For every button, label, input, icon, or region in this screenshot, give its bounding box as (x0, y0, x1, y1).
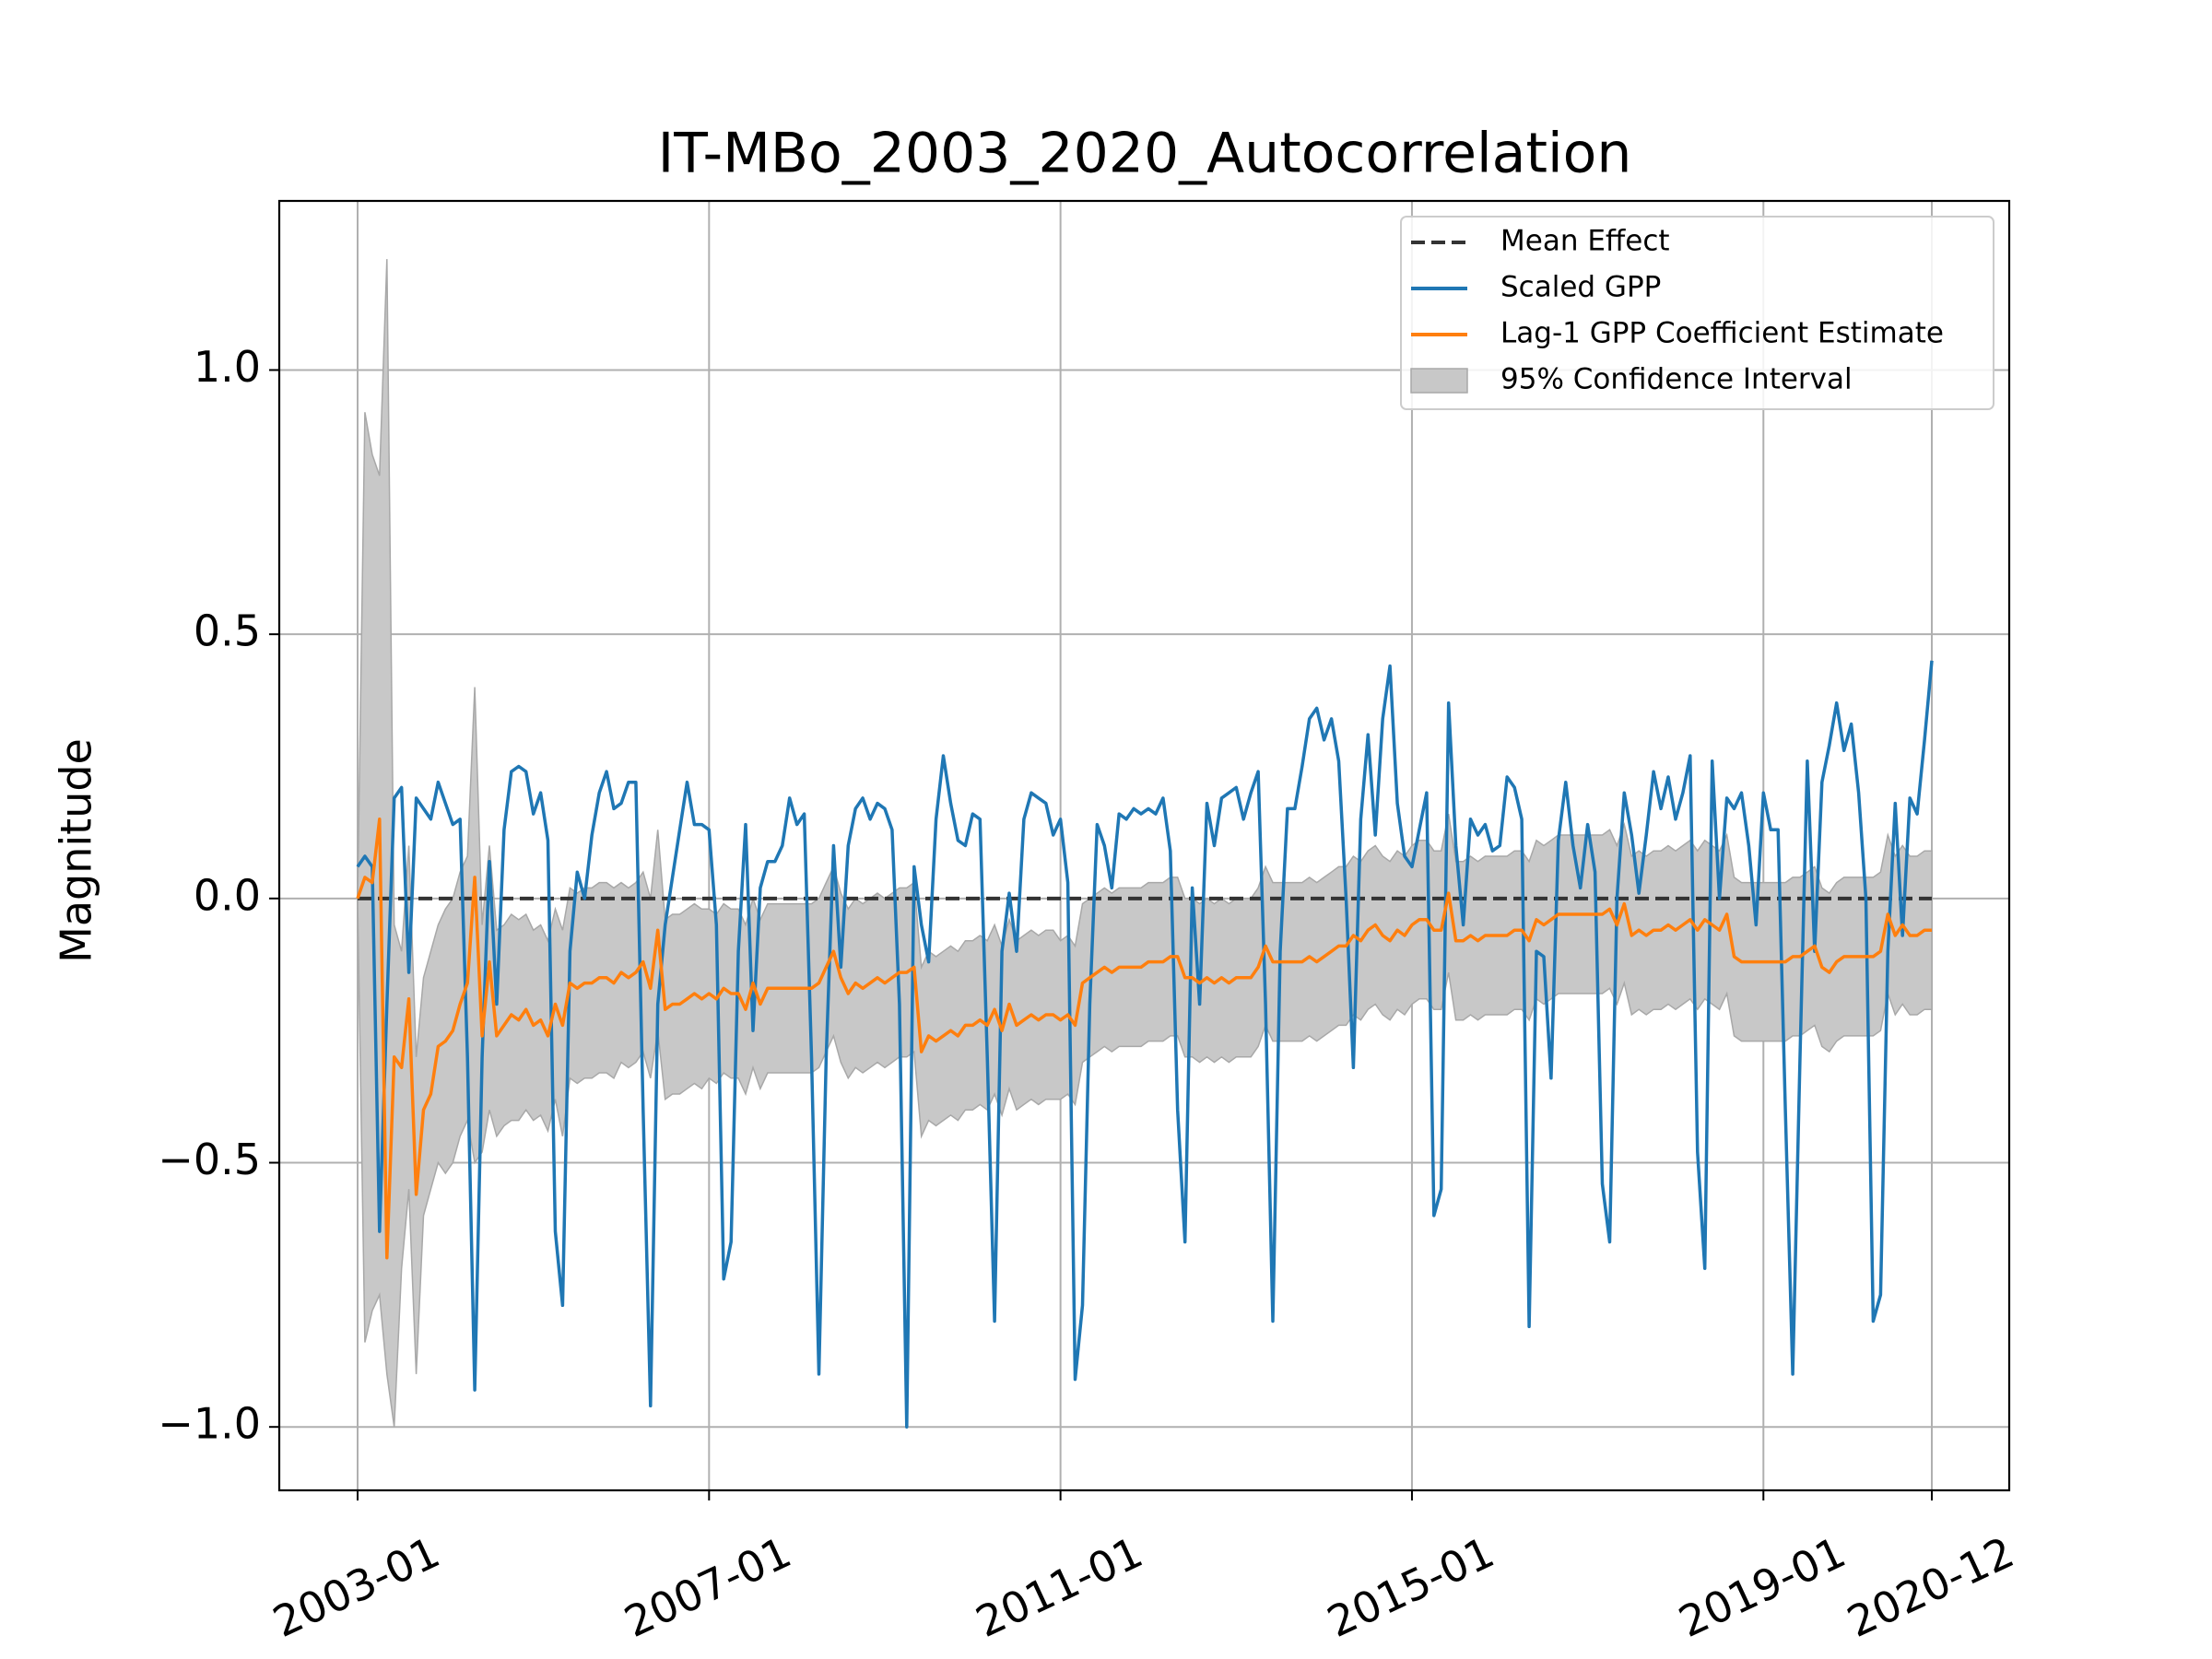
y-axis-label: Magnitude (52, 738, 101, 963)
plot-frame (277, 199, 2011, 1492)
legend-box (1400, 216, 1994, 410)
y-tick-label: 1.0 (194, 342, 261, 392)
legend-label: Mean Effect (1500, 225, 1670, 258)
legend-swatch (1410, 368, 1468, 394)
series-line (356, 660, 1934, 1429)
y-tick-label: −0.5 (158, 1135, 261, 1184)
legend-label: 95% Confidence Interval (1500, 363, 1853, 396)
legend: Mean Effect Scaled GPP Lag-1 GPP Coefficie… (1400, 216, 1994, 410)
y-tick-label: 0.0 (194, 870, 261, 920)
y-tick-label: −1.0 (158, 1399, 261, 1449)
chart-title: IT-MBo_2003_2020_Autocorrelation (658, 122, 1632, 186)
legend-label: Scaled GPP (1500, 271, 1661, 304)
legend-label: Lag-1 GPP Coefficient Estimate (1500, 317, 1944, 350)
series-line (356, 818, 1932, 1260)
y-tick-label: 0.5 (194, 606, 261, 656)
